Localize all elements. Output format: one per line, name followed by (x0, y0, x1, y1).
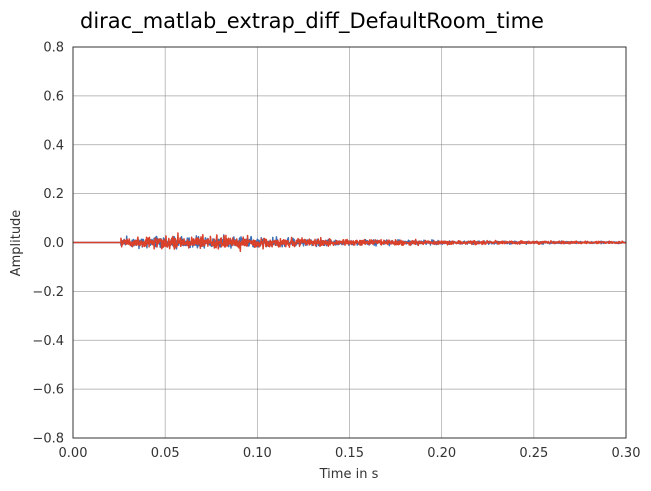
chart-title: dirac_matlab_extrap_diff_DefaultRoom_tim… (80, 9, 544, 34)
x-tick-label: 0.25 (519, 446, 548, 461)
y-axis: 0.8 0.6 0.4 0.2 0.0 −0.2 −0.4 −0.6 −0.8 (32, 41, 64, 447)
x-tick-label: 0.20 (427, 446, 456, 461)
plot-area (72, 46, 627, 439)
x-tick-label: 0.15 (335, 446, 364, 461)
x-axis: 0.00 0.05 0.10 0.15 0.20 0.25 0.30 (59, 446, 641, 461)
y-tick-label: 0.4 (43, 138, 64, 153)
y-tick-label: 0.2 (43, 187, 64, 202)
x-axis-label: Time in s (319, 467, 379, 482)
y-tick-label: −0.6 (32, 383, 64, 398)
y-tick-label: −0.2 (32, 285, 64, 300)
y-tick-label: −0.4 (32, 334, 64, 349)
x-tick-label: 0.30 (612, 446, 641, 461)
series-line (73, 232, 627, 253)
x-tick-label: 0.00 (59, 446, 88, 461)
series-layer (73, 232, 627, 253)
x-tick-label: 0.05 (151, 446, 180, 461)
y-axis-label: Amplitude (9, 210, 24, 277)
x-tick-label: 0.10 (243, 446, 272, 461)
y-tick-label: −0.8 (32, 432, 64, 447)
y-tick-label: 0.6 (43, 89, 64, 104)
y-tick-label: 0.0 (43, 236, 64, 251)
y-tick-label: 0.8 (43, 41, 64, 56)
